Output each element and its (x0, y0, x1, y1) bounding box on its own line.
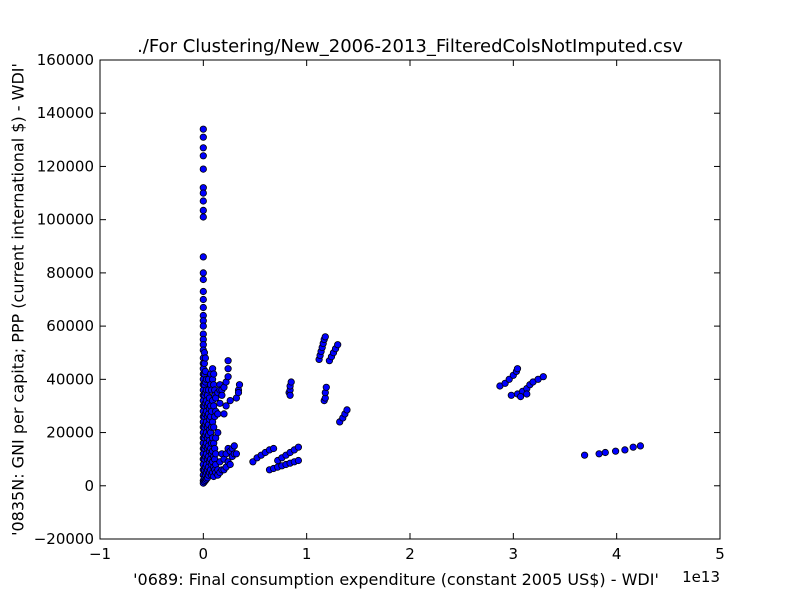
x-tick-label: −1 (89, 545, 111, 563)
data-point (199, 295, 207, 304)
data-point (226, 460, 234, 469)
data-point (212, 450, 220, 458)
data-point (287, 378, 295, 386)
data-point (199, 213, 207, 221)
y-tick-label: 20000 (46, 424, 94, 442)
data-point (230, 442, 238, 450)
data-point (294, 456, 302, 465)
data-point (516, 392, 525, 401)
y-tick-label: 80000 (46, 264, 94, 282)
data-point (199, 144, 207, 152)
x-tick-label: 0 (199, 545, 209, 563)
data-point (218, 391, 226, 399)
data-point (220, 410, 228, 418)
data-point (214, 428, 222, 437)
data-point (199, 303, 207, 312)
y-axis-title: '0835N: GNI per capita; PPP (current int… (9, 63, 28, 536)
data-point (286, 391, 294, 399)
x-axis-ticks: −1 0 1 2 3 4 5 (89, 60, 725, 563)
data-point (201, 354, 209, 362)
y-tick-label: 100000 (37, 211, 94, 229)
data-point (210, 423, 218, 431)
data-point (224, 365, 232, 373)
data-point (507, 391, 515, 399)
data-point (513, 365, 522, 373)
y-tick-label: 40000 (46, 370, 94, 388)
data-point (322, 383, 330, 391)
data-point (224, 373, 232, 381)
data-point (539, 373, 547, 381)
data-points (199, 125, 645, 487)
data-point (636, 442, 645, 450)
data-point (199, 275, 207, 284)
chart-title: ./For Clustering/New_2006-2013_FilteredC… (137, 36, 683, 57)
y-tick-label: 60000 (46, 317, 94, 335)
data-point (199, 197, 207, 205)
data-point (199, 269, 207, 277)
x-tick-label: 4 (612, 545, 622, 563)
data-point (334, 341, 342, 349)
data-point (199, 125, 207, 133)
y-tick-label: 0 (84, 477, 94, 495)
x-tick-label: 1 (302, 545, 312, 563)
data-point (199, 287, 207, 296)
data-point (580, 451, 589, 459)
data-point (214, 410, 222, 418)
data-point (234, 388, 243, 397)
data-point (321, 333, 329, 341)
y-tick-label: −20000 (34, 530, 94, 548)
data-point (216, 399, 224, 407)
data-point (210, 370, 218, 378)
x-tick-label: 5 (715, 545, 725, 563)
data-point (199, 152, 207, 160)
y-tick-label: 120000 (37, 157, 94, 175)
data-point (232, 450, 240, 458)
data-point (199, 253, 207, 261)
data-point (595, 450, 603, 458)
data-point (222, 402, 230, 410)
data-point (294, 443, 302, 451)
x-tick-label: 2 (405, 545, 415, 563)
data-point (629, 443, 637, 451)
x-tick-label: 3 (509, 545, 519, 563)
data-point (199, 133, 207, 141)
data-point (343, 406, 351, 414)
data-point (226, 396, 234, 405)
x-axis-title: '0689: Final consumption expenditure (co… (133, 570, 659, 589)
y-tick-label: 140000 (37, 104, 94, 122)
data-point (523, 390, 531, 398)
data-point (199, 189, 207, 197)
x-axis-offset-label: 1e13 (682, 568, 720, 586)
data-point (269, 444, 278, 453)
data-point (199, 322, 207, 330)
data-point (621, 446, 629, 454)
y-tick-label: 160000 (37, 51, 94, 69)
data-point (601, 448, 609, 457)
data-point (611, 447, 620, 455)
data-point (224, 357, 232, 365)
data-point (199, 206, 207, 214)
data-point (199, 165, 207, 173)
y-axis-ticks: −20000 0 20000 40000 60000 80000 100000 120000 1… (34, 51, 720, 548)
data-point (235, 381, 244, 389)
